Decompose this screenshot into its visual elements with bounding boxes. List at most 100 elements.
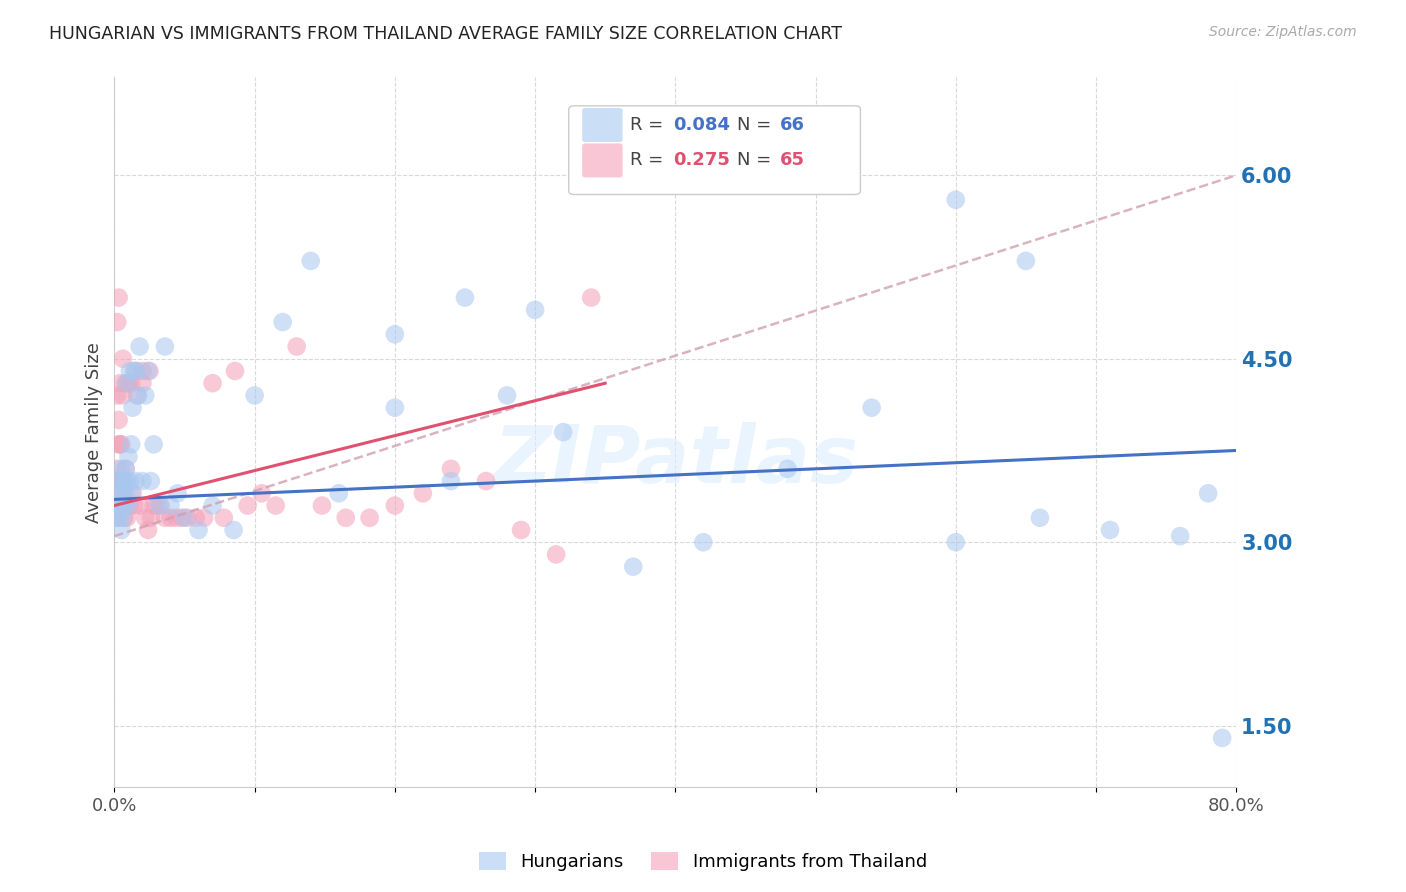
Point xyxy=(117,450,139,464)
Text: ZIPatlas: ZIPatlas xyxy=(494,422,858,500)
Point xyxy=(105,474,128,488)
Point xyxy=(110,462,132,476)
Point xyxy=(131,364,153,378)
Point xyxy=(114,376,136,391)
Point xyxy=(105,315,128,329)
Point xyxy=(524,302,547,317)
Point xyxy=(145,499,167,513)
Point xyxy=(115,376,138,391)
Point xyxy=(122,499,145,513)
Point xyxy=(108,437,131,451)
Point xyxy=(945,535,967,549)
Point xyxy=(142,499,165,513)
Point xyxy=(159,499,181,513)
Point xyxy=(110,499,132,513)
Point xyxy=(125,388,148,402)
Legend: Hungarians, Immigrants from Thailand: Hungarians, Immigrants from Thailand xyxy=(472,845,934,879)
Point xyxy=(1211,731,1233,745)
Point xyxy=(412,486,434,500)
Point xyxy=(440,462,463,476)
Point xyxy=(496,388,519,402)
Point xyxy=(112,474,135,488)
Point xyxy=(138,364,160,378)
Point xyxy=(159,510,181,524)
Text: 66: 66 xyxy=(780,116,804,134)
Point xyxy=(176,510,198,524)
FancyBboxPatch shape xyxy=(582,144,623,178)
Y-axis label: Average Family Size: Average Family Size xyxy=(86,342,103,523)
Point xyxy=(579,291,602,305)
Point xyxy=(860,401,883,415)
Point xyxy=(110,499,132,513)
Point xyxy=(384,499,406,513)
Point xyxy=(328,486,350,500)
Point xyxy=(108,376,131,391)
Point xyxy=(111,510,134,524)
Point xyxy=(111,351,134,366)
Point xyxy=(108,474,131,488)
Point xyxy=(139,510,162,524)
Point xyxy=(120,437,142,451)
Point xyxy=(475,474,498,488)
Point xyxy=(945,193,967,207)
Point xyxy=(184,510,207,524)
Point xyxy=(139,474,162,488)
Text: R =: R = xyxy=(630,152,669,169)
Point xyxy=(1098,523,1121,537)
Point xyxy=(1168,529,1191,543)
Point xyxy=(128,339,150,353)
Point xyxy=(134,510,156,524)
Point xyxy=(193,510,215,524)
Point xyxy=(149,499,172,513)
Text: 0.275: 0.275 xyxy=(673,152,730,169)
Point xyxy=(111,486,134,500)
FancyBboxPatch shape xyxy=(582,108,623,142)
Text: HUNGARIAN VS IMMIGRANTS FROM THAILAND AVERAGE FAMILY SIZE CORRELATION CHART: HUNGARIAN VS IMMIGRANTS FROM THAILAND AV… xyxy=(49,25,842,43)
Point xyxy=(311,499,333,513)
Point xyxy=(621,559,644,574)
Point xyxy=(107,291,129,305)
Point xyxy=(212,510,235,524)
Point xyxy=(250,486,273,500)
Point xyxy=(114,462,136,476)
Point xyxy=(131,376,153,391)
Point xyxy=(243,388,266,402)
Point xyxy=(104,499,127,513)
Point xyxy=(153,339,176,353)
Text: N =: N = xyxy=(737,116,778,134)
Point xyxy=(118,474,141,488)
Point xyxy=(222,523,245,537)
Point xyxy=(384,401,406,415)
Point xyxy=(124,474,146,488)
Text: N =: N = xyxy=(737,152,778,169)
Point xyxy=(107,486,129,500)
Point xyxy=(115,510,138,524)
Point xyxy=(108,486,131,500)
Point xyxy=(440,474,463,488)
Point xyxy=(148,499,170,513)
Point xyxy=(153,510,176,524)
Point xyxy=(384,327,406,342)
Point xyxy=(1029,510,1052,524)
Text: R =: R = xyxy=(630,116,669,134)
Point xyxy=(120,376,142,391)
Point xyxy=(107,437,129,451)
Point xyxy=(105,474,128,488)
Point xyxy=(118,364,141,378)
Point xyxy=(236,499,259,513)
Point xyxy=(111,474,134,488)
Point xyxy=(105,462,128,476)
Point xyxy=(173,510,195,524)
Point xyxy=(201,499,224,513)
Point xyxy=(285,339,308,353)
Point xyxy=(166,486,188,500)
Text: 65: 65 xyxy=(780,152,804,169)
Point xyxy=(112,510,135,524)
Point xyxy=(125,364,148,378)
Point xyxy=(121,486,143,500)
Point xyxy=(114,462,136,476)
Point xyxy=(105,388,128,402)
Point xyxy=(553,425,575,439)
Point xyxy=(107,510,129,524)
Point xyxy=(136,523,159,537)
